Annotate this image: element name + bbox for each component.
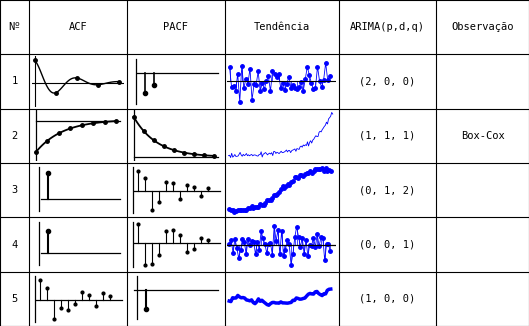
Text: 1: 1 xyxy=(12,77,17,86)
Text: 4: 4 xyxy=(12,240,17,249)
Text: Nº: Nº xyxy=(8,22,21,32)
Text: Box-Cox: Box-Cox xyxy=(461,131,505,141)
Text: Observação: Observação xyxy=(451,22,514,32)
Text: ARIMA(p,d,q): ARIMA(p,d,q) xyxy=(350,22,425,32)
Text: 5: 5 xyxy=(12,294,17,304)
Text: Tendência: Tendência xyxy=(253,22,310,32)
Text: 3: 3 xyxy=(12,185,17,195)
Text: (2, 0, 0): (2, 0, 0) xyxy=(359,77,416,86)
Text: (1, 1, 1): (1, 1, 1) xyxy=(359,131,416,141)
Text: (0, 0, 1): (0, 0, 1) xyxy=(359,240,416,249)
Text: (0, 1, 2): (0, 1, 2) xyxy=(359,185,416,195)
Text: 2: 2 xyxy=(12,131,17,141)
Text: PACF: PACF xyxy=(163,22,188,32)
Text: (1, 0, 0): (1, 0, 0) xyxy=(359,294,416,304)
Text: ACF: ACF xyxy=(69,22,87,32)
